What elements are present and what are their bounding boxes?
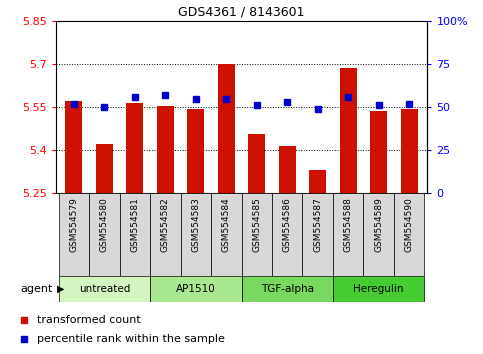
Bar — [401, 109, 417, 193]
Text: untreated: untreated — [79, 284, 130, 294]
Bar — [181, 193, 211, 276]
Text: TGF-alpha: TGF-alpha — [261, 284, 314, 294]
Text: agent: agent — [21, 284, 53, 294]
Bar — [279, 146, 296, 193]
Text: AP1510: AP1510 — [176, 284, 215, 294]
Text: GSM554583: GSM554583 — [191, 197, 200, 252]
Bar — [120, 193, 150, 276]
Bar — [150, 193, 181, 276]
Bar — [370, 112, 387, 193]
Text: GSM554585: GSM554585 — [252, 197, 261, 252]
Text: GSM554582: GSM554582 — [161, 197, 170, 252]
Bar — [218, 64, 235, 193]
Bar — [340, 68, 356, 193]
Text: GSM554588: GSM554588 — [344, 197, 353, 252]
Bar — [157, 105, 174, 193]
Bar — [187, 109, 204, 193]
Bar — [58, 193, 89, 276]
Bar — [394, 193, 425, 276]
Bar — [248, 134, 265, 193]
Text: GSM554589: GSM554589 — [374, 197, 383, 252]
Text: transformed count: transformed count — [37, 315, 141, 325]
Bar — [58, 276, 150, 302]
Bar — [242, 193, 272, 276]
Bar — [272, 193, 302, 276]
Text: GSM554579: GSM554579 — [70, 197, 78, 252]
Bar — [333, 193, 363, 276]
Bar — [89, 193, 120, 276]
Text: GSM554581: GSM554581 — [130, 197, 139, 252]
Text: GSM554586: GSM554586 — [283, 197, 292, 252]
Bar — [302, 193, 333, 276]
Bar — [96, 144, 113, 193]
Text: GSM554584: GSM554584 — [222, 197, 231, 252]
Bar — [333, 276, 425, 302]
Bar — [211, 193, 242, 276]
Bar — [242, 276, 333, 302]
Text: GDS4361 / 8143601: GDS4361 / 8143601 — [178, 5, 305, 18]
Bar — [66, 101, 82, 193]
Text: GSM554587: GSM554587 — [313, 197, 322, 252]
Bar — [309, 170, 326, 193]
Text: percentile rank within the sample: percentile rank within the sample — [37, 334, 225, 344]
Text: Heregulin: Heregulin — [354, 284, 404, 294]
Text: GSM554580: GSM554580 — [100, 197, 109, 252]
Bar — [150, 276, 242, 302]
Text: GSM554590: GSM554590 — [405, 197, 413, 252]
Bar — [363, 193, 394, 276]
Bar — [127, 103, 143, 193]
Text: ▶: ▶ — [57, 284, 64, 294]
